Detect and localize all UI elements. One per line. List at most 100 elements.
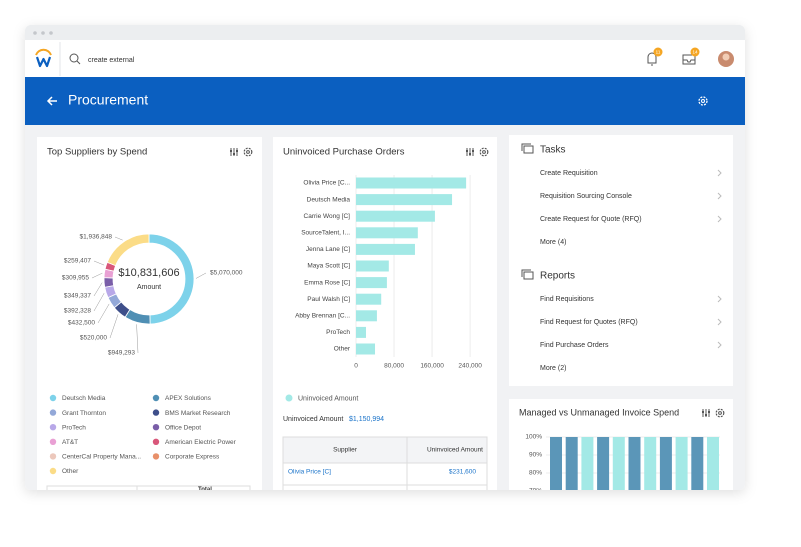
legend-swatch	[152, 394, 160, 402]
panel-title: Uninvoiced Purchase Orders	[283, 147, 405, 158]
bar[interactable]	[659, 437, 672, 491]
data-label: $309,955	[62, 275, 89, 282]
legend-label[interactable]: Other	[62, 468, 79, 475]
data-label: $520,000	[80, 335, 107, 342]
badge-count: 11	[656, 50, 661, 55]
data-label: $259,407	[64, 258, 91, 265]
bar[interactable]	[356, 277, 387, 289]
legend-swatch	[152, 438, 160, 445]
list-item[interactable]: Find Purchase Orders	[540, 342, 609, 349]
legend-label[interactable]: AT&T	[62, 439, 78, 446]
logo[interactable]	[35, 56, 52, 68]
list-item[interactable]: Find Requisitions	[540, 296, 594, 303]
bar[interactable]	[356, 227, 418, 239]
bar[interactable]	[356, 194, 453, 206]
back-arrow[interactable]	[46, 96, 57, 106]
chevron	[717, 318, 722, 326]
donut-slice[interactable]	[103, 277, 115, 288]
legend-label[interactable]: Deutsch Media	[62, 395, 106, 402]
bar[interactable]	[356, 260, 389, 272]
legend-label[interactable]: American Electric Power	[165, 439, 237, 446]
bar[interactable]	[565, 437, 578, 491]
table-cell[interactable]: $231,600	[449, 469, 476, 476]
filter-icon	[466, 150, 468, 152]
settings-icon[interactable]	[243, 147, 253, 157]
legend-label[interactable]: Office Depot	[165, 424, 201, 431]
bar[interactable]	[612, 437, 625, 491]
legend-swatch	[49, 467, 57, 475]
section-icon	[523, 271, 534, 280]
legend-swatch	[49, 409, 57, 416]
leader-line	[114, 236, 123, 241]
badge	[690, 47, 700, 57]
legend-label[interactable]: Uninvoiced Amount	[298, 395, 358, 402]
data-label: $349,337	[64, 293, 91, 300]
bar[interactable]	[691, 437, 704, 491]
section-icon	[521, 143, 531, 151]
bar[interactable]	[356, 210, 435, 222]
search-text[interactable]: create external	[88, 57, 135, 64]
bar[interactable]	[707, 437, 719, 491]
bar[interactable]	[356, 310, 377, 322]
data-label: $5,070,000	[210, 270, 243, 277]
bar[interactable]	[356, 343, 376, 355]
data-label: $1,936,848	[79, 234, 112, 241]
bar[interactable]	[356, 243, 415, 255]
settings-icon[interactable]	[698, 96, 708, 106]
donut-slice[interactable]	[106, 233, 150, 267]
top-nav	[25, 40, 745, 77]
settings-icon	[701, 99, 705, 103]
settings-icon[interactable]	[479, 147, 489, 157]
bell-icon[interactable]	[647, 52, 657, 66]
bar[interactable]	[644, 437, 657, 491]
y-tick-label: ProTech	[326, 329, 350, 336]
legend-label[interactable]: Corporate Express	[165, 454, 220, 461]
table-cell[interactable]: Olivia Price [C]	[288, 469, 331, 476]
list-item[interactable]: Create Request for Quote (RFQ)	[540, 216, 642, 223]
list-item[interactable]: Create Requisition	[540, 170, 598, 177]
search-icon[interactable]	[69, 53, 79, 63]
page-title: Procurement	[68, 92, 148, 108]
legend-swatch	[152, 453, 160, 460]
total-label: Uninvoiced Amount	[283, 416, 343, 423]
legend-swatch	[49, 438, 57, 445]
bar[interactable]	[628, 437, 641, 491]
legend-label[interactable]: ProTech	[62, 424, 86, 431]
y-tick-label: 90%	[529, 452, 542, 459]
leader-line	[195, 272, 207, 279]
legend-label[interactable]: APEX Solutions	[165, 395, 212, 402]
settings-icon[interactable]	[715, 408, 725, 418]
x-tick-label: 80,000	[384, 363, 404, 370]
list-item[interactable]: More (2)	[540, 365, 566, 372]
filter-icon	[230, 150, 232, 152]
leader-line	[109, 314, 119, 339]
leader-line	[91, 272, 103, 279]
y-tick-label: Deutsch Media	[307, 196, 351, 203]
filter-icon	[233, 153, 235, 155]
bar[interactable]	[581, 437, 594, 491]
list-item[interactable]: More (4)	[540, 239, 566, 246]
filter-icon	[705, 414, 707, 416]
bar[interactable]	[356, 326, 366, 338]
bar[interactable]	[550, 437, 562, 491]
table-header: Uninvoiced Amount	[427, 447, 483, 454]
y-tick-label: Jenna Lane [C]	[306, 246, 350, 253]
panel-title: Managed vs Unmanaged Invoice Spend	[519, 407, 679, 417]
list-item[interactable]: Find Request for Quotes (RFQ)	[540, 319, 638, 326]
section-title: Reports	[540, 271, 575, 282]
legend-swatch	[152, 409, 160, 416]
leader-line	[97, 303, 110, 324]
legend-swatch	[285, 394, 293, 402]
legend-label[interactable]: Grant Thornton	[62, 410, 106, 417]
bar[interactable]	[597, 437, 610, 491]
leader-line	[136, 324, 139, 354]
bar[interactable]	[675, 437, 688, 491]
bar[interactable]	[356, 177, 467, 189]
bar[interactable]	[356, 293, 382, 305]
data-label: $392,328	[64, 308, 91, 315]
filter-icon	[472, 150, 474, 152]
legend-label[interactable]: BMS Market Research	[165, 410, 231, 417]
y-tick-label: 70%	[529, 488, 542, 495]
legend-label[interactable]: CenterCal Property Mana...	[62, 454, 141, 461]
list-item[interactable]: Requisition Sourcing Console	[540, 193, 632, 200]
